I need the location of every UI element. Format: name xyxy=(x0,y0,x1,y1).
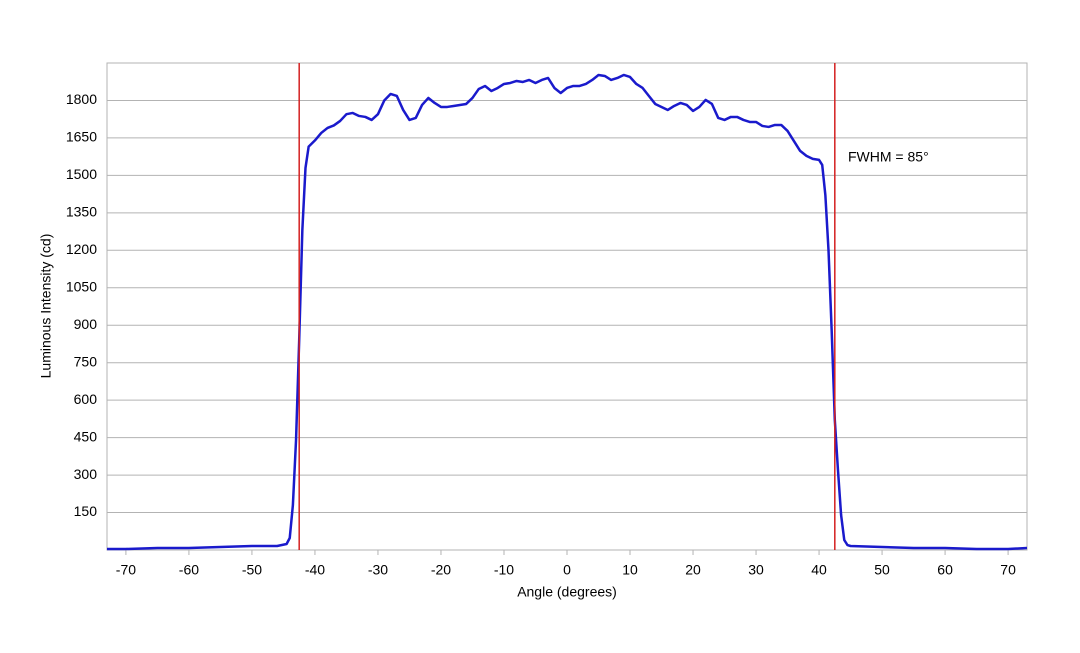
x-axis-label: Angle (degrees) xyxy=(517,584,617,600)
y-tick-label: 150 xyxy=(74,503,98,519)
x-tick-label: 70 xyxy=(1000,562,1016,578)
x-tick-label: 20 xyxy=(685,562,701,578)
x-tick-label: 10 xyxy=(622,562,638,578)
y-tick-label: 450 xyxy=(74,428,98,444)
x-tick-label: -20 xyxy=(431,562,451,578)
y-tick-label: 1800 xyxy=(66,91,97,107)
x-tick-label: 60 xyxy=(937,562,953,578)
x-tick-label: 50 xyxy=(874,562,890,578)
x-tick-label: -50 xyxy=(242,562,262,578)
y-axis-label: Luminous Intensity (cd) xyxy=(38,234,54,379)
x-tick-label: 0 xyxy=(563,562,571,578)
x-tick-label: -60 xyxy=(179,562,199,578)
data-line xyxy=(107,73,1028,551)
annotation: FWHM = 85° xyxy=(848,149,929,165)
y-tick-label: 1500 xyxy=(66,166,97,182)
x-tick-label: -30 xyxy=(368,562,388,578)
y-tick-label: 1200 xyxy=(66,241,97,257)
x-tick-label: -70 xyxy=(116,562,136,578)
x-tick-label: -10 xyxy=(494,562,514,578)
y-tick-label: 1650 xyxy=(66,129,97,145)
plot-frame xyxy=(106,62,1028,551)
y-tick-label: 1050 xyxy=(66,278,97,294)
x-tick-label: -40 xyxy=(305,562,325,578)
y-tick-label: 600 xyxy=(74,391,98,407)
y-tick-label: 750 xyxy=(74,353,98,369)
y-tick-label: 1350 xyxy=(66,204,97,220)
x-tick-label: 40 xyxy=(811,562,827,578)
y-tick-label: 300 xyxy=(74,466,98,482)
x-tick-label: 30 xyxy=(748,562,764,578)
y-tick-label: 900 xyxy=(74,316,98,332)
